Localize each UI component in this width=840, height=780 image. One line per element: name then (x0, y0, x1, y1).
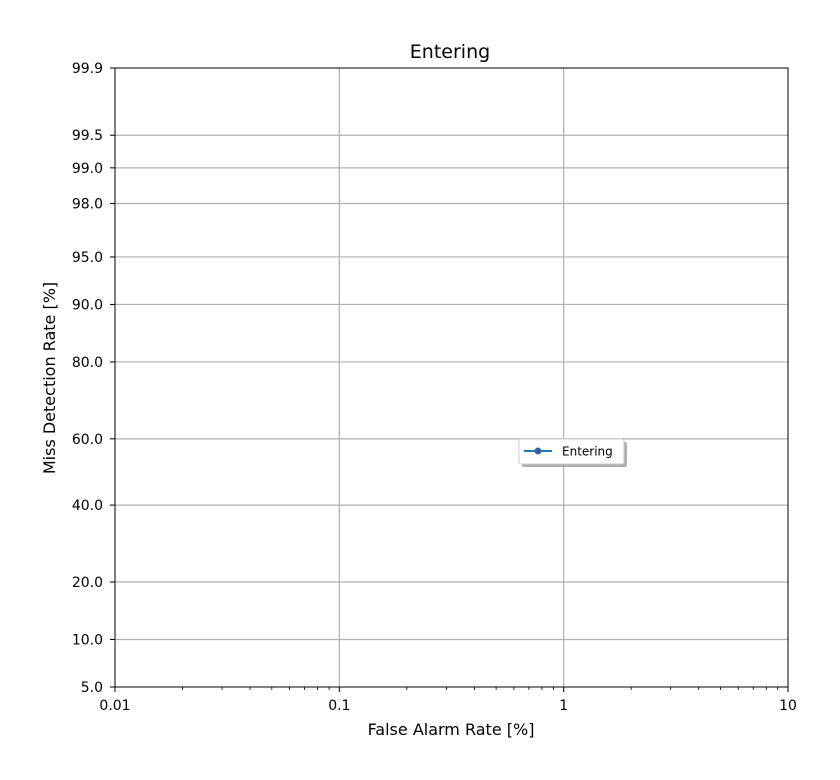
x-tick-label: 0.1 (328, 698, 350, 714)
y-tick-label: 98.0 (72, 196, 103, 212)
legend-label-entering: Entering (562, 445, 613, 459)
y-tick-label: 90.0 (72, 297, 103, 313)
y-tick-label: 20.0 (72, 575, 103, 591)
y-tick-label: 95.0 (72, 250, 103, 266)
chart-title: Entering (410, 41, 490, 63)
legend: Entering (518, 438, 627, 467)
y-tick-label: 80.0 (72, 355, 103, 371)
legend-series-marker (534, 447, 542, 455)
x-axis-label: False Alarm Rate [%] (368, 720, 535, 739)
x-tick-label: 1 (559, 698, 568, 714)
x-tick-label: 10 (779, 698, 797, 714)
y-tick-label: 99.9 (72, 61, 103, 77)
x-tick-label: 0.01 (99, 698, 130, 714)
y-tick-label: 99.5 (72, 128, 103, 144)
grid-lines (115, 68, 788, 687)
y-tick-label: 40.0 (72, 498, 103, 514)
y-tick-label: 5.0 (81, 680, 103, 696)
y-axis-label: Miss Detection Rate [%] (40, 282, 59, 474)
y-tick-label: 60.0 (72, 432, 103, 448)
y-axis: 5.0 10.0 20.0 40.0 60.0 80.0 90.0 95.0 98.0 99.0 9… (72, 61, 115, 696)
plot-frame (114, 67, 789, 688)
y-tick-label: 10.0 (72, 633, 103, 649)
x-axis: 0.01 0.1 1 10 (99, 687, 797, 714)
legend-box (518, 438, 625, 465)
y-tick-label: 99.0 (72, 161, 103, 177)
